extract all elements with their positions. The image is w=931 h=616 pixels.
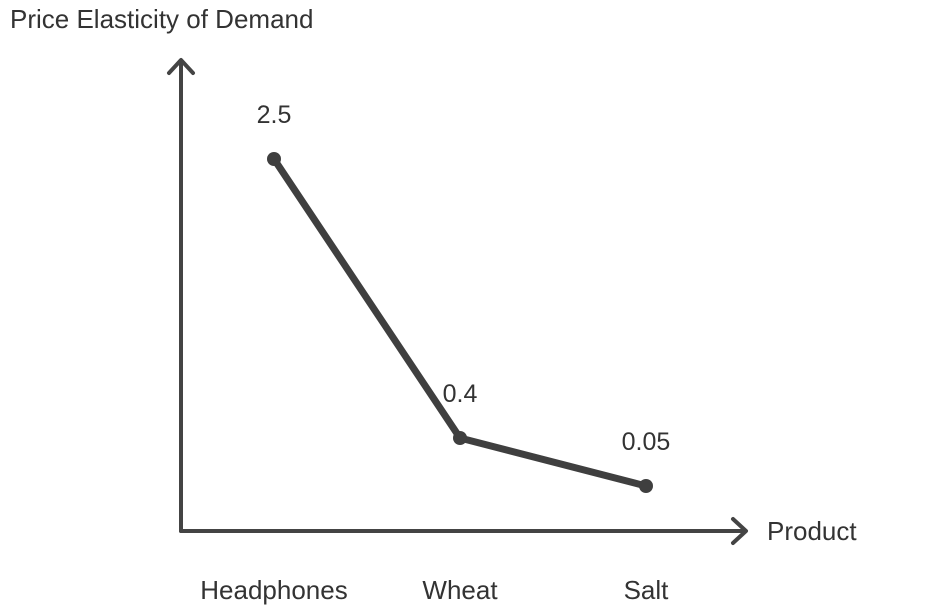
data-point-headphones: [267, 152, 281, 166]
x-tick-label: Salt: [624, 575, 670, 605]
x-tick-label: Wheat: [422, 575, 498, 605]
x-axis-arrow-icon: [731, 517, 748, 545]
data-point-salt: [639, 479, 653, 493]
data-label: 2.5: [257, 101, 292, 129]
y-axis-title: Price Elasticity of Demand: [10, 4, 314, 34]
data-label: 0.4: [443, 380, 478, 408]
x-axis-title: Product: [767, 516, 857, 546]
x-tick-labels: Headphones Wheat Salt: [200, 575, 669, 605]
x-tick-label: Headphones: [200, 575, 347, 605]
data-point-wheat: [453, 431, 467, 445]
y-axis-arrow-icon: [167, 58, 195, 75]
series-line: [267, 152, 653, 493]
data-labels: 2.5 0.4 0.05: [257, 101, 671, 456]
data-label: 0.05: [622, 428, 671, 456]
axes: [167, 58, 748, 545]
